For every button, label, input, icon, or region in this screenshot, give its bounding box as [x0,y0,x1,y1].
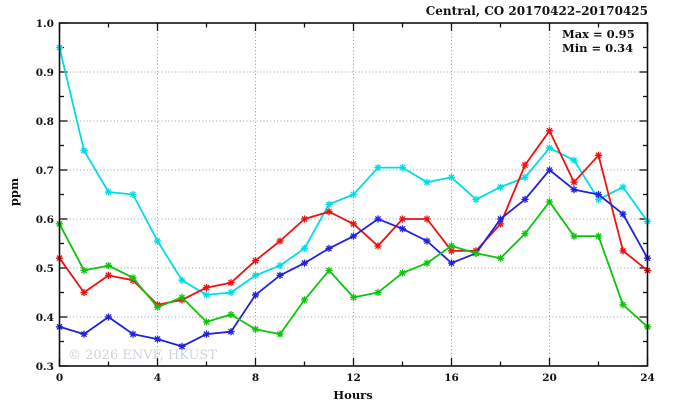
y-tick-label: 0.4 [36,312,54,324]
x-axis-label: Hours [333,388,372,402]
y-tick-label: 0.3 [36,361,54,373]
series-lines [55,43,652,350]
stat-max: Max = 0.95 [562,27,635,41]
x-tick-labels: 0 4 8 12 16 20 24 [56,372,655,384]
series-cyan-markers [55,43,652,299]
y-tick-labels: 0.3 0.4 0.5 0.6 0.7 0.8 0.9 1.0 [36,18,54,373]
x-tick-label: 8 [252,372,259,384]
series-cyan [55,43,652,299]
y-axis-label: ppm [7,178,21,206]
chart-title: Central, CO 20170422–20170425 [426,4,648,18]
x-tick-label: 24 [640,372,655,384]
x-tick-label: 12 [346,372,361,384]
y-tick-label: 0.6 [36,214,54,226]
stat-min: Min = 0.34 [562,41,633,55]
y-tick-label: 0.8 [36,116,54,128]
y-tick-label: 1.0 [36,18,54,30]
y-tick-label: 0.5 [36,263,54,275]
y-tick-label: 0.9 [36,67,54,79]
plot-frame [58,22,649,367]
y-tick-label: 0.7 [36,165,54,177]
series-blue [55,166,652,350]
x-tick-label: 20 [542,372,557,384]
x-tick-label: 4 [154,372,161,384]
x-tick-label: 0 [56,372,63,384]
watermark: © 2026 ENVF, HKUST [68,348,217,363]
x-tick-label: 16 [444,372,459,384]
